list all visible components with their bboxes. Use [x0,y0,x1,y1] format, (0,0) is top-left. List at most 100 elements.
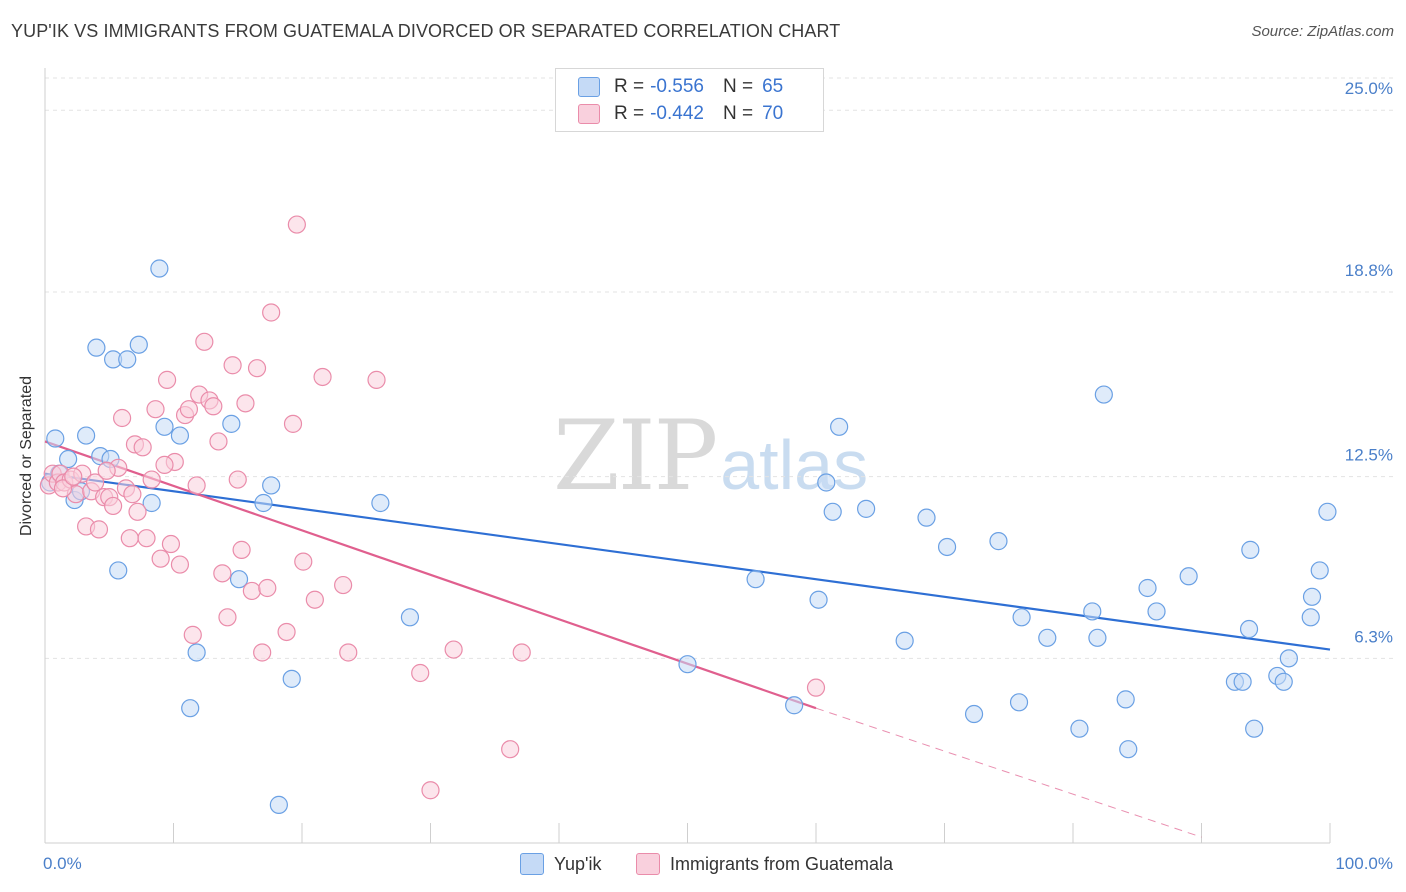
point-yupik [87,338,106,357]
point-yupik [823,502,842,521]
point-yupik [400,608,420,627]
point-guatemala [128,502,147,521]
trend-lines [44,440,1331,838]
point-yupik [1310,561,1329,580]
axes [44,68,1331,844]
series-yupik [41,259,1337,814]
point-guatemala [53,479,73,498]
bottom-legend-label-guatemala: Immigrants from Guatemala [670,853,894,874]
point-guatemala [313,367,332,387]
point-yupik [1279,649,1298,668]
watermark-zip: ZIP [553,400,718,512]
legend-row-yupik: R = -0.556 N = 65 [578,75,783,99]
point-yupik [229,570,249,589]
stats-legend: R = -0.556 N = 65 R = -0.442 N = 70 [555,68,824,132]
point-guatemala [64,467,83,486]
point-guatemala [367,370,386,389]
point-yupik [989,532,1008,551]
point-yupik [857,499,876,518]
trend-line-guatemala-extension [815,707,1202,838]
point-guatemala [104,496,123,516]
point-yupik [1119,740,1138,759]
bottom-legend-swatch-yupik [520,853,544,875]
point-yupik [282,669,301,688]
point-yupik [262,476,281,495]
bottom-legend-guatemala: Immigrants from Guatemala [636,852,893,876]
legend-swatch-yupik [578,77,600,97]
legend-r-label: R = [614,76,645,97]
legend-swatch-guatemala [578,104,600,124]
source-label: Source: ZipAtlas.com [1251,23,1394,40]
point-guatemala [123,485,142,504]
point-yupik [150,259,169,278]
point-guatemala [334,575,353,595]
point-yupik [371,493,390,513]
point-guatemala [155,455,174,474]
point-yupik [46,429,65,448]
bottom-legend-swatch-guatemala [636,853,660,875]
point-guatemala [262,303,281,322]
point-guatemala [179,400,199,419]
point-yupik [77,426,96,445]
point-yupik [109,561,128,580]
data-points [39,215,1337,814]
watermark: ZIPatlas [553,400,868,512]
point-yupik [1302,587,1322,606]
point-guatemala [294,552,313,571]
point-yupik [746,570,765,589]
watermark-atlas: atlas [720,426,869,504]
chart-title: YUP'IK VS IMMIGRANTS FROM GUATEMALA DIVO… [11,21,841,41]
point-guatemala [253,643,272,662]
point-yupik [59,449,78,469]
point-yupik [1274,672,1293,691]
point-guatemala [157,370,177,389]
point-guatemala [170,555,190,574]
trend-line-yupik [44,472,1331,651]
point-guatemala [277,622,296,642]
point-yupik [917,508,936,527]
point-guatemala [86,473,105,492]
point-guatemala [133,438,152,457]
tick-labels: 6.3% 12.5% 18.8% 25.0% 0.0% 100.0% [43,79,1393,873]
point-yupik [809,590,828,609]
bottom-legend-label-yupik: Yup'ik [554,853,602,874]
point-guatemala [137,529,156,548]
x-tick-label: 100.0% [1335,854,1393,873]
point-guatemala [411,663,430,683]
point-guatemala [501,740,520,759]
point-guatemala [146,400,165,419]
point-guatemala [228,470,247,489]
point-yupik [155,417,174,436]
point-yupik [181,699,200,718]
bottom-legend-yupik: Yup'ik [520,852,601,876]
point-guatemala [97,461,116,480]
point-yupik [1233,672,1252,691]
point-yupik [1116,690,1135,709]
point-guatemala [512,643,531,662]
point-yupik [785,696,804,715]
point-guatemala [151,549,170,568]
point-guatemala [161,534,181,554]
point-guatemala [218,608,237,627]
point-yupik [1301,608,1320,627]
point-yupik [1245,719,1264,738]
point-yupik [1239,619,1259,639]
point-guatemala [806,678,826,697]
point-guatemala [223,356,242,375]
point-guatemala [247,359,267,378]
legend-r-label: R = [614,103,645,124]
point-yupik [1083,602,1102,621]
point-yupik [129,335,148,354]
point-yupik [678,655,697,674]
point-yupik [142,493,161,513]
point-guatemala [339,643,358,662]
point-guatemala [142,470,161,489]
legend-row-guatemala: R = -0.442 N = 70 [578,102,783,126]
series-guatemala [39,215,826,800]
y-tick-label: 12.5% [1345,446,1393,465]
point-yupik [895,631,914,650]
point-yupik [1009,693,1029,712]
point-yupik [964,704,984,724]
point-yupik [222,414,241,433]
